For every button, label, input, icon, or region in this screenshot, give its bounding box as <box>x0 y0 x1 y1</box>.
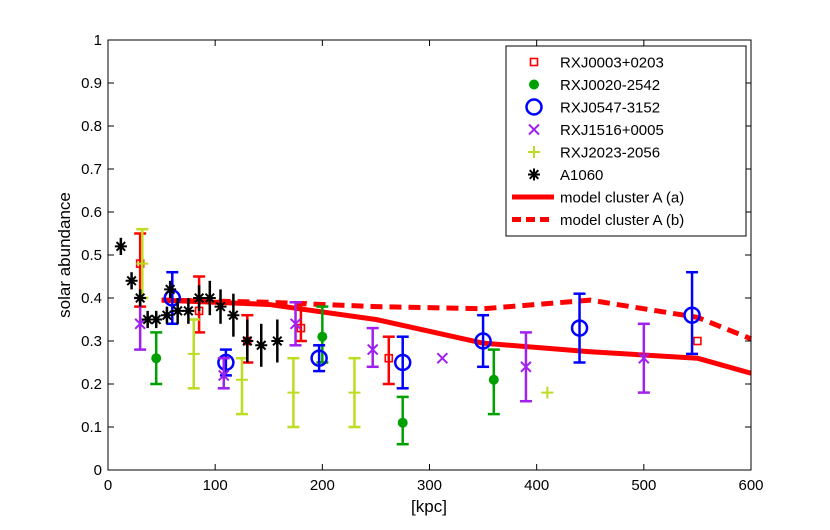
data-point <box>164 283 177 296</box>
legend-marker <box>529 57 539 67</box>
legend-item: A1060 <box>528 167 603 184</box>
x-tick-label: 0 <box>104 477 112 494</box>
data-point <box>683 306 701 324</box>
data-point <box>366 343 379 356</box>
data-point <box>296 323 306 333</box>
legend-box <box>505 45 747 237</box>
legend-label: model cluster A (b) <box>560 212 684 229</box>
y-tick-label: 0.4 <box>81 290 102 307</box>
data-point <box>393 353 412 372</box>
y-tick-label: 0.7 <box>81 161 102 178</box>
data-point <box>136 257 149 270</box>
data-point <box>348 386 361 399</box>
legend-item: RXJ0547-3152 <box>525 98 660 117</box>
series-rxj2023-2056 <box>136 227 554 429</box>
legend-label: RXJ0003+0203 <box>560 55 664 72</box>
y-tick-label: 0.2 <box>81 376 102 393</box>
data-point <box>638 352 650 364</box>
data-point <box>187 347 200 360</box>
x-tick-label: 500 <box>631 477 656 494</box>
data-point <box>218 369 230 382</box>
legend-label: RXJ2023-2056 <box>560 145 660 162</box>
data-point <box>384 353 394 363</box>
data-point <box>241 335 254 347</box>
legend-marker <box>528 168 540 181</box>
plot-area <box>114 227 752 446</box>
x-tick-label: 600 <box>738 477 763 494</box>
x-tick-label: 100 <box>203 477 228 494</box>
legend-label: A1060 <box>560 167 603 184</box>
data-point <box>397 417 408 428</box>
y-tick-label: 1 <box>94 32 102 49</box>
legend-label: RXJ0547-3152 <box>560 100 660 117</box>
data-point <box>271 335 284 347</box>
data-point <box>310 349 328 367</box>
legend-label: model cluster A (a) <box>560 190 684 207</box>
y-tick-label: 0.1 <box>81 419 102 436</box>
data-point <box>214 300 227 313</box>
data-point <box>287 386 300 399</box>
legend-marker <box>529 79 539 90</box>
y-axis-ticks: 0 0.1 0.2 0.3 0.4 0.5 0.6 0.7 0.8 0.9 1 <box>81 32 751 479</box>
x-tick-label: 200 <box>310 477 335 494</box>
data-point <box>474 332 492 350</box>
y-tick-label: 0.8 <box>81 118 102 135</box>
y-tick-label: 0.5 <box>81 247 102 264</box>
legend: RXJ0003+0203 RXJ0020-2542 RXJ0547-3152 RXJ1… <box>505 45 747 237</box>
data-point <box>182 304 195 317</box>
x-axis-label: [kpc] <box>411 497 447 516</box>
legend-label: RXJ0020-2542 <box>560 77 660 94</box>
legend-item: RXJ0020-2542 <box>529 77 660 94</box>
legend-label: RXJ1516+0005 <box>560 122 664 139</box>
series-line-model-cluster-a-b- <box>161 297 752 342</box>
y-axis-label: solar abundance <box>55 192 74 318</box>
data-point <box>693 336 702 346</box>
data-point <box>193 292 206 304</box>
data-point <box>289 318 302 330</box>
data-point <box>235 373 248 386</box>
data-point <box>570 319 589 337</box>
data-point <box>114 240 127 253</box>
data-point <box>171 304 184 317</box>
legend-item: RXJ0003+0203 <box>529 55 664 72</box>
data-point <box>150 313 163 326</box>
data-point <box>520 361 532 373</box>
y-tick-label: 0.9 <box>81 75 102 92</box>
x-tick-label: 300 <box>417 477 442 494</box>
data-point <box>227 309 240 322</box>
data-point <box>125 274 138 287</box>
data-point <box>255 339 268 352</box>
legend-marker <box>528 123 540 136</box>
data-point <box>436 352 449 364</box>
y-tick-label: 0 <box>94 462 102 479</box>
data-point <box>217 353 235 372</box>
data-point <box>151 353 162 364</box>
y-tick-label: 0.6 <box>81 204 102 221</box>
series-a1060 <box>114 237 284 367</box>
legend-marker <box>528 146 540 158</box>
x-tick-label: 400 <box>524 477 549 494</box>
data-point <box>488 374 499 385</box>
legend-item: model cluster A (a) <box>512 190 684 207</box>
legend-item: model cluster A (b) <box>512 212 684 229</box>
x-axis-ticks: 0 100 200 300 400 500 600 <box>104 40 764 494</box>
legend-marker <box>525 98 543 116</box>
data-point <box>203 292 216 304</box>
series-rxj1516+0005 <box>134 296 650 403</box>
series-rxj0547-3152 <box>163 270 701 390</box>
data-point <box>160 309 173 322</box>
legend-item: RXJ1516+0005 <box>528 122 664 139</box>
series-rxj0020-2542 <box>150 305 500 446</box>
y-tick-label: 0.3 <box>81 333 102 350</box>
data-point <box>541 386 554 399</box>
data-point <box>141 313 154 326</box>
legend-item: RXJ2023-2056 <box>528 145 660 162</box>
data-point <box>317 331 328 342</box>
data-point <box>134 292 147 304</box>
